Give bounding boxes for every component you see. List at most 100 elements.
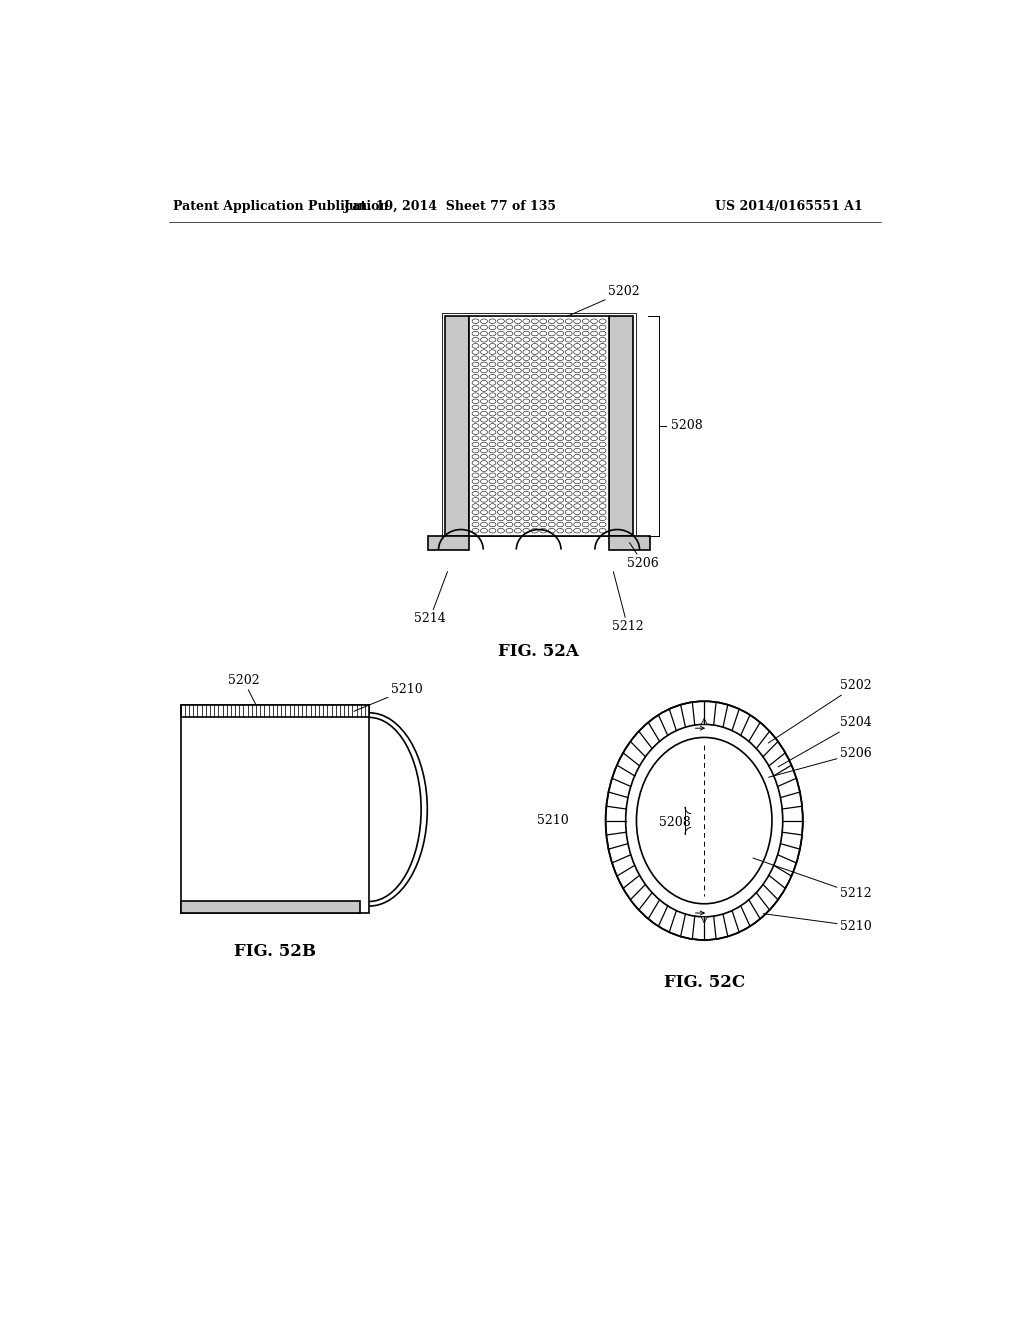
Ellipse shape [599, 356, 606, 360]
Ellipse shape [506, 449, 513, 453]
Ellipse shape [531, 454, 539, 459]
Bar [469, 317, 608, 536]
Ellipse shape [557, 343, 563, 348]
Ellipse shape [531, 399, 539, 404]
Ellipse shape [591, 319, 598, 323]
Bar [608, 536, 650, 549]
Ellipse shape [591, 405, 598, 409]
Ellipse shape [573, 319, 581, 323]
Ellipse shape [523, 319, 529, 323]
Ellipse shape [498, 325, 505, 330]
Ellipse shape [557, 393, 563, 397]
Ellipse shape [591, 486, 598, 490]
Ellipse shape [557, 362, 563, 367]
Text: 5214: 5214 [414, 572, 447, 626]
Ellipse shape [514, 405, 521, 409]
Ellipse shape [540, 424, 547, 428]
Ellipse shape [557, 417, 563, 422]
Ellipse shape [523, 449, 529, 453]
Ellipse shape [514, 510, 521, 515]
Ellipse shape [472, 375, 479, 379]
Ellipse shape [531, 442, 539, 446]
Ellipse shape [573, 454, 581, 459]
Ellipse shape [480, 399, 487, 404]
Ellipse shape [498, 516, 505, 520]
Ellipse shape [480, 350, 487, 354]
Ellipse shape [531, 338, 539, 342]
Ellipse shape [523, 461, 529, 465]
Ellipse shape [583, 325, 589, 330]
Ellipse shape [480, 405, 487, 409]
Ellipse shape [540, 486, 547, 490]
Ellipse shape [498, 362, 505, 367]
Ellipse shape [557, 498, 563, 502]
Ellipse shape [591, 393, 598, 397]
Ellipse shape [548, 491, 555, 496]
Ellipse shape [531, 516, 539, 520]
Bar [428, 536, 469, 549]
Ellipse shape [506, 491, 513, 496]
Ellipse shape [565, 528, 572, 533]
Ellipse shape [548, 375, 555, 379]
Ellipse shape [506, 338, 513, 342]
Ellipse shape [506, 319, 513, 323]
Ellipse shape [591, 454, 598, 459]
Ellipse shape [472, 387, 479, 391]
Ellipse shape [540, 350, 547, 354]
Ellipse shape [557, 424, 563, 428]
Ellipse shape [514, 491, 521, 496]
Ellipse shape [573, 362, 581, 367]
Ellipse shape [480, 375, 487, 379]
Ellipse shape [565, 331, 572, 335]
Ellipse shape [523, 393, 529, 397]
Text: 5212: 5212 [611, 572, 643, 634]
Ellipse shape [531, 504, 539, 508]
Ellipse shape [498, 338, 505, 342]
Ellipse shape [557, 368, 563, 372]
Ellipse shape [523, 356, 529, 360]
Ellipse shape [498, 356, 505, 360]
Ellipse shape [540, 368, 547, 372]
Ellipse shape [583, 430, 589, 434]
Ellipse shape [523, 473, 529, 478]
Ellipse shape [489, 491, 496, 496]
Bar [444, 317, 469, 536]
Ellipse shape [514, 528, 521, 533]
Ellipse shape [557, 338, 563, 342]
Ellipse shape [531, 486, 539, 490]
Ellipse shape [472, 454, 479, 459]
Ellipse shape [531, 356, 539, 360]
Ellipse shape [599, 380, 606, 385]
Ellipse shape [548, 393, 555, 397]
Ellipse shape [498, 343, 505, 348]
Ellipse shape [472, 510, 479, 515]
Ellipse shape [540, 454, 547, 459]
Ellipse shape [573, 338, 581, 342]
Ellipse shape [523, 442, 529, 446]
Ellipse shape [591, 399, 598, 404]
Ellipse shape [557, 319, 563, 323]
Ellipse shape [472, 436, 479, 441]
Ellipse shape [489, 449, 496, 453]
Ellipse shape [514, 387, 521, 391]
Ellipse shape [498, 473, 505, 478]
Ellipse shape [498, 393, 505, 397]
Ellipse shape [565, 479, 572, 483]
Ellipse shape [583, 375, 589, 379]
Ellipse shape [573, 449, 581, 453]
Ellipse shape [599, 449, 606, 453]
Ellipse shape [583, 343, 589, 348]
Ellipse shape [540, 430, 547, 434]
Ellipse shape [498, 491, 505, 496]
Ellipse shape [540, 399, 547, 404]
Ellipse shape [548, 331, 555, 335]
Ellipse shape [565, 350, 572, 354]
Ellipse shape [506, 473, 513, 478]
Ellipse shape [472, 473, 479, 478]
Ellipse shape [472, 523, 479, 527]
Ellipse shape [498, 498, 505, 502]
Ellipse shape [523, 498, 529, 502]
Ellipse shape [531, 368, 539, 372]
Ellipse shape [480, 356, 487, 360]
Ellipse shape [489, 498, 496, 502]
